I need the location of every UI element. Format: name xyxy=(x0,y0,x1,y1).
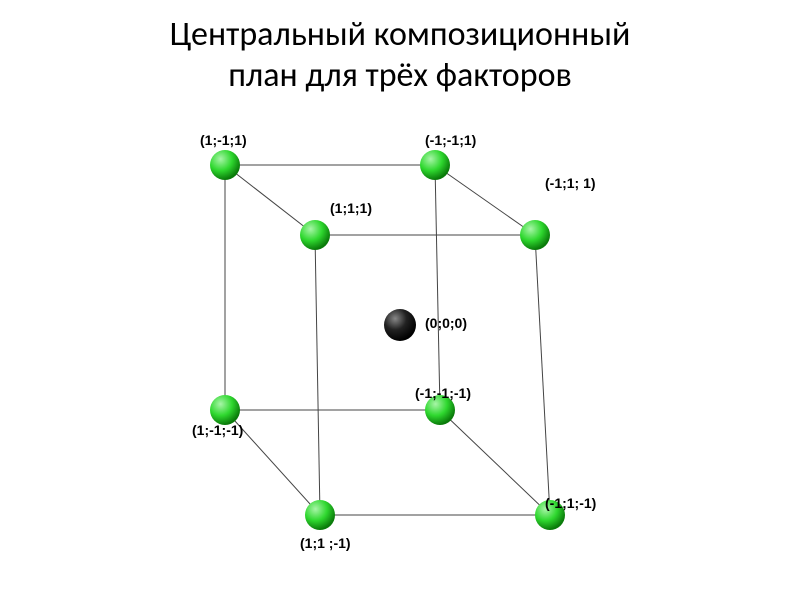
corner-node xyxy=(210,395,240,425)
node-label: (0;0;0) xyxy=(425,315,467,331)
ccd-diagram: (1;-1;1) (-1;-1;1) (1;1;1) (-1;1; 1) (1;-1;-… xyxy=(150,120,650,580)
node-label: (1;1;1) xyxy=(330,200,372,216)
node-label: (1;-1;-1) xyxy=(192,422,243,438)
node-label: (1;-1;1) xyxy=(200,132,247,148)
edge xyxy=(535,235,550,515)
edge xyxy=(225,165,315,235)
title-line1: Центральный композиционный xyxy=(170,14,631,55)
node-label: (1;1 ;-1) xyxy=(300,535,351,551)
node-label: (-1;-1;1) xyxy=(425,132,476,148)
corner-node xyxy=(520,220,550,250)
node-label: (-1;1;-1) xyxy=(545,495,596,511)
node-label: (-1;-1;-1) xyxy=(415,385,471,401)
corner-node xyxy=(300,220,330,250)
corner-node xyxy=(420,150,450,180)
edge xyxy=(435,165,535,235)
node-label: (-1;1; 1) xyxy=(545,175,596,191)
edge xyxy=(440,410,550,515)
corner-node xyxy=(305,500,335,530)
title-line2: план для трёх факторов xyxy=(228,55,572,96)
page-title: Центральный композиционный план для трёх… xyxy=(0,14,800,96)
edges-group xyxy=(225,165,550,515)
edge xyxy=(435,165,440,410)
edge xyxy=(315,235,320,515)
center-node xyxy=(384,309,416,341)
corner-node xyxy=(210,150,240,180)
nodes-group xyxy=(210,150,565,530)
